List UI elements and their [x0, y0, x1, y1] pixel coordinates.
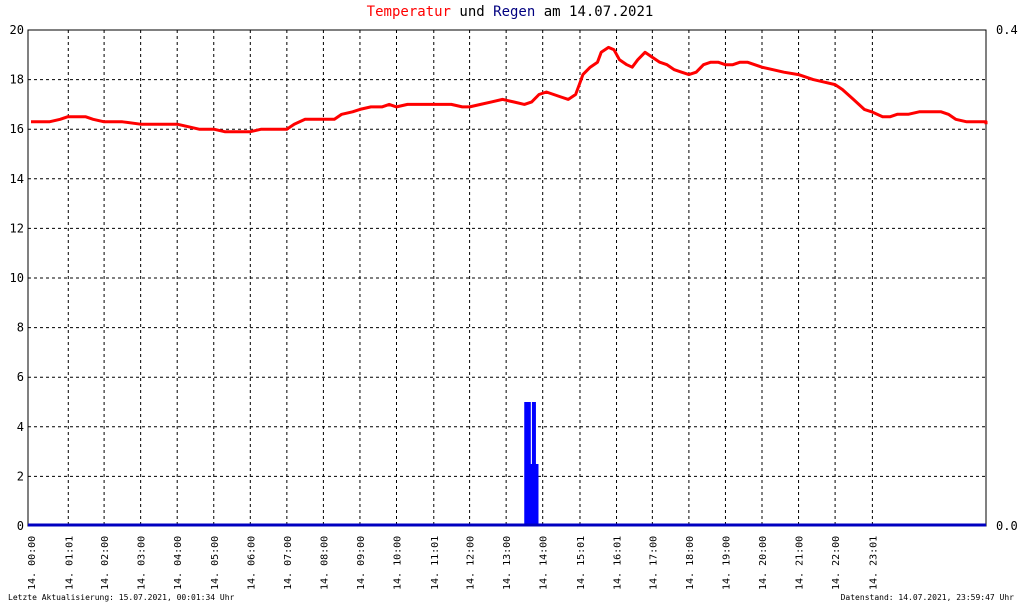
temperature-series — [31, 45, 988, 134]
y-left-tick-label: 6 — [17, 370, 24, 384]
rain-bar — [531, 402, 536, 526]
x-tick-label: 14. 12:00 — [466, 536, 477, 590]
y-right-tick-label: 0.0 — [996, 519, 1018, 533]
y-left-tick-label: 10 — [10, 271, 24, 285]
temperature-line — [31, 45, 988, 134]
x-tick-label: 14. 09:00 — [356, 536, 367, 590]
y-left-tick-label: 0 — [17, 519, 24, 533]
x-tick-label: 14. 03:00 — [137, 536, 148, 590]
y-right-tick-label: 0.4 — [996, 23, 1018, 37]
y-left-tick-label: 18 — [10, 73, 24, 87]
x-tick-label: 14. 18:00 — [685, 536, 696, 590]
footer-data-status: Datenstand: 14.07.2021, 23:59:47 Uhr — [840, 593, 1014, 602]
x-tick-label: 14. 14:00 — [539, 536, 550, 590]
x-tick-label: 14. 00:00 — [27, 536, 38, 590]
chart-title: Temperatur und Regen am 14.07.2021 — [0, 4, 1020, 20]
x-tick-label: 14. 16:01 — [613, 536, 624, 590]
rain-bar — [529, 464, 534, 526]
rain-bar — [526, 402, 531, 526]
y-left-tick-label: 16 — [10, 122, 24, 136]
footer-last-update: Letzte Aktualisierung: 15.07.2021, 00:01… — [8, 593, 235, 602]
x-tick-label: 14. 23:01 — [868, 536, 879, 590]
x-tick-label: 14. 19:00 — [721, 536, 732, 590]
x-tick-label: 14. 20:00 — [758, 536, 769, 590]
rain-bar — [534, 464, 539, 526]
plot-frame — [27, 29, 987, 527]
x-tick-label: 14. 10:00 — [393, 536, 404, 590]
y-left-tick-label: 14 — [10, 172, 24, 186]
x-axis: 14. 00:00 14. 01:01 14. 02:00 14. 03:00 14. … — [27, 536, 879, 590]
y-left-tick-label: 4 — [17, 420, 24, 434]
x-tick-label: 14. 05:00 — [210, 536, 221, 590]
y-left-tick-label: 2 — [17, 469, 24, 483]
x-tick-label: 14. 22:00 — [831, 536, 842, 590]
title-und: und — [459, 4, 485, 20]
x-tick-label: 14. 04:00 — [173, 536, 184, 590]
rain-bar — [524, 402, 529, 526]
x-tick-label: 14. 11:01 — [430, 536, 441, 590]
x-tick-label: 14. 01:01 — [64, 536, 75, 590]
x-tick-label: 14. 17:00 — [648, 536, 659, 590]
y-left-tick-label: 20 — [10, 23, 24, 37]
x-tick-label: 14. 08:00 — [319, 536, 330, 590]
rain-series — [524, 402, 539, 526]
y-right-axis: 0.0 0.4 — [996, 23, 1018, 533]
x-tick-label: 14. 13:00 — [502, 536, 513, 590]
y-left-tick-label: 8 — [17, 321, 24, 335]
y-left-axis: 0 2 4 6 8 10 12 14 16 18 20 — [10, 23, 24, 533]
grid-lines — [28, 30, 986, 526]
x-tick-label: 14. 02:00 — [100, 536, 111, 590]
x-tick-label: 14. 21:00 — [795, 536, 806, 590]
x-tick-label: 14. 06:00 — [246, 536, 257, 590]
x-tick-label: 14. 15:01 — [576, 536, 587, 590]
title-regen: Regen — [493, 4, 536, 20]
title-temperatur: Temperatur — [366, 4, 451, 20]
title-date: am 14.07.2021 — [543, 4, 654, 20]
y-left-tick-label: 12 — [10, 221, 24, 235]
x-tick-label: 14. 07:00 — [283, 536, 294, 590]
